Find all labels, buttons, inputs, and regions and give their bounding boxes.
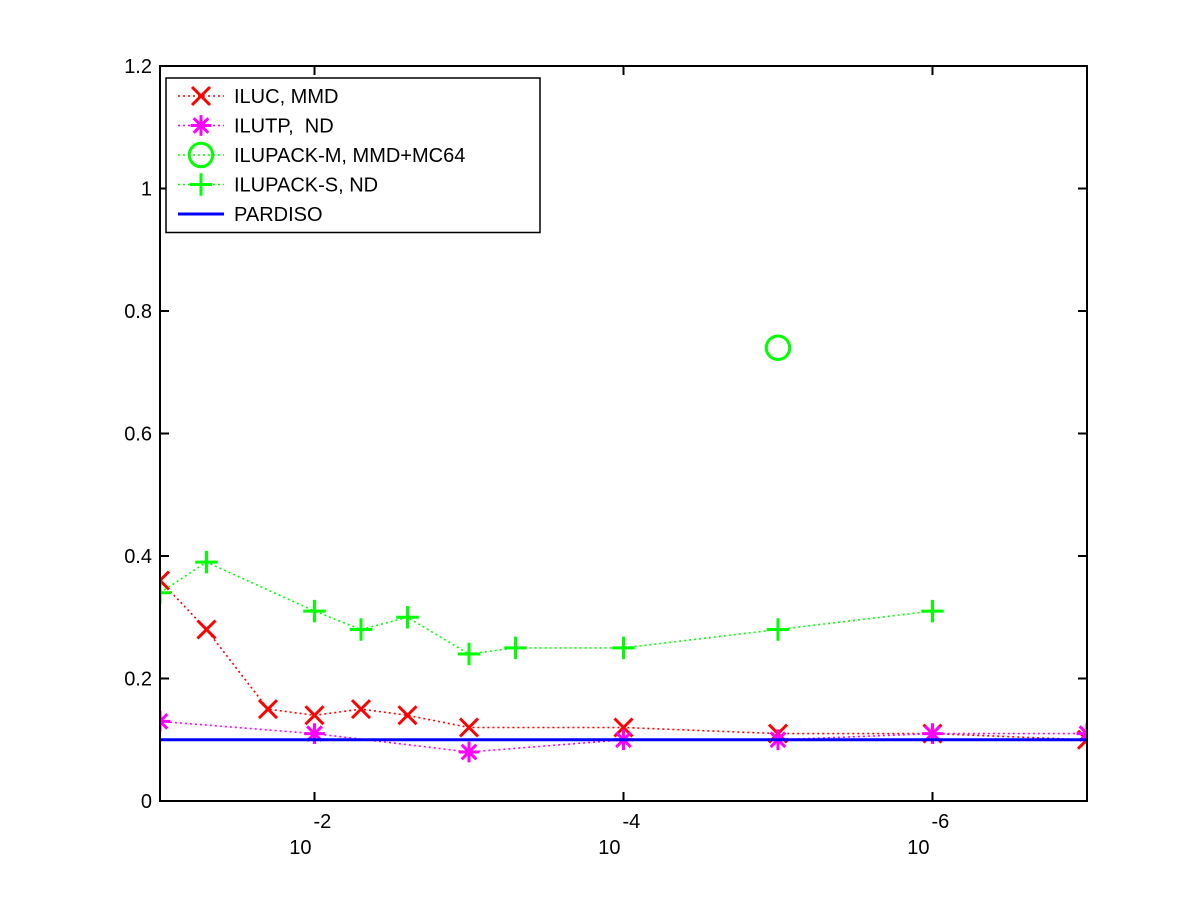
asterisk-marker-stroke [160, 719, 169, 730]
legend-box [165, 77, 541, 234]
x-tick-label-base: 10 [289, 837, 311, 859]
legend-label: ILUPACK-S, ND [234, 175, 378, 197]
y-tick-label: 0.2 [124, 669, 152, 691]
series-line-ilutp-nd [160, 720, 1087, 753]
y-tick-label: 1 [141, 179, 152, 201]
asterisk-marker-stroke [160, 712, 169, 724]
asterisk-marker-stroke [460, 743, 478, 761]
series-ilupack-m-mmd-mc64 [764, 334, 792, 361]
legend: ILUC, MMD ILUTP, ND ILUPACK-M, MMD+MC64 ILU… [165, 77, 541, 234]
data-point-ilupack-s-nd [766, 618, 790, 641]
data-point-iluc-mmd [350, 699, 372, 720]
legend-label: ILUPACK-M, MMD+MC64 [234, 145, 465, 167]
data-point-ilupack-s-nd [612, 636, 635, 660]
legend-entry-ilupack-m-mmd-mc64: ILUPACK-M, MMD+MC64 [178, 141, 465, 169]
data-point-iluc-mmd [196, 619, 217, 640]
legend-entry-iluc-mmd: ILUC, MMD [178, 85, 338, 108]
data-point-ilupack-m-mmd-mc64 [764, 334, 792, 361]
x-marker-stroke [350, 699, 372, 720]
y-tick-label: 0.4 [124, 546, 152, 568]
data-point-ilupack-s-nd [921, 599, 944, 623]
x-marker-stroke [160, 578, 171, 591]
data-point-iluc-mmd [160, 570, 171, 591]
x-marker-stroke [1076, 737, 1087, 750]
axes: 00.20.40.60.811.210-210-410-6 [124, 56, 1088, 859]
y-tick-label: 1.2 [124, 56, 152, 78]
x-tick-label-exponent: -4 [623, 811, 641, 833]
data-point-ilupack-s-nd [396, 606, 419, 629]
x-marker-stroke [160, 570, 171, 583]
x-tick-label-base: 10 [907, 837, 929, 859]
series-ilupack-s-nd [160, 550, 944, 666]
x-tick-label-base: 10 [598, 837, 620, 859]
series-ilutp-nd [160, 711, 1087, 763]
y-tick-label: 0 [141, 791, 152, 813]
asterisk-marker-stroke [192, 117, 210, 134]
data-point-iluc-mmd [458, 717, 480, 738]
data-point-iluc-mmd [397, 705, 418, 726]
x-marker-stroke [397, 705, 418, 726]
y-tick-label: 0.8 [124, 301, 152, 323]
legend-label: ILUC, MMD [234, 86, 338, 108]
asterisk-marker-stroke [1078, 725, 1087, 736]
series-iluc-mmd [160, 570, 1087, 750]
series-line-ilupack-s-nd [160, 561, 933, 655]
legend-label: ILUTP, ND [234, 116, 334, 138]
x-marker-stroke [196, 619, 217, 640]
data-point-ilutp-nd [160, 711, 171, 732]
x-marker-stroke [304, 705, 325, 726]
legend-entry-ilutp-nd: ILUTP, ND [178, 115, 334, 138]
series-line-iluc-mmd [160, 579, 1087, 741]
data-point-ilupack-s-nd [160, 581, 172, 604]
legend-entry-pardiso: PARDISO [178, 204, 323, 226]
legend-label: PARDISO [234, 204, 323, 226]
data-point-iluc-mmd [257, 699, 279, 720]
x-marker-stroke [190, 85, 212, 107]
plot-marks [160, 334, 1087, 763]
y-tick-label: 0.6 [124, 424, 152, 446]
data-point-ilupack-s-nd [504, 636, 527, 660]
circle-marker-stroke [187, 141, 215, 169]
data-point-ilutp-nd [458, 741, 480, 763]
x-marker-stroke [458, 717, 480, 738]
data-point-ilupack-s-nd [195, 550, 218, 574]
x-tick-label-exponent: -6 [932, 811, 950, 833]
data-point-ilupack-s-nd [303, 599, 326, 623]
data-point-iluc-mmd [304, 705, 325, 726]
x-marker-stroke [257, 699, 279, 720]
data-point-ilupack-s-nd [349, 618, 373, 641]
data-point-ilupack-s-nd [457, 642, 481, 666]
legend-entry-ilupack-s-nd: ILUPACK-S, ND [178, 173, 378, 197]
x-tick-label-exponent: -2 [314, 811, 332, 833]
circle-marker-stroke [764, 334, 792, 361]
